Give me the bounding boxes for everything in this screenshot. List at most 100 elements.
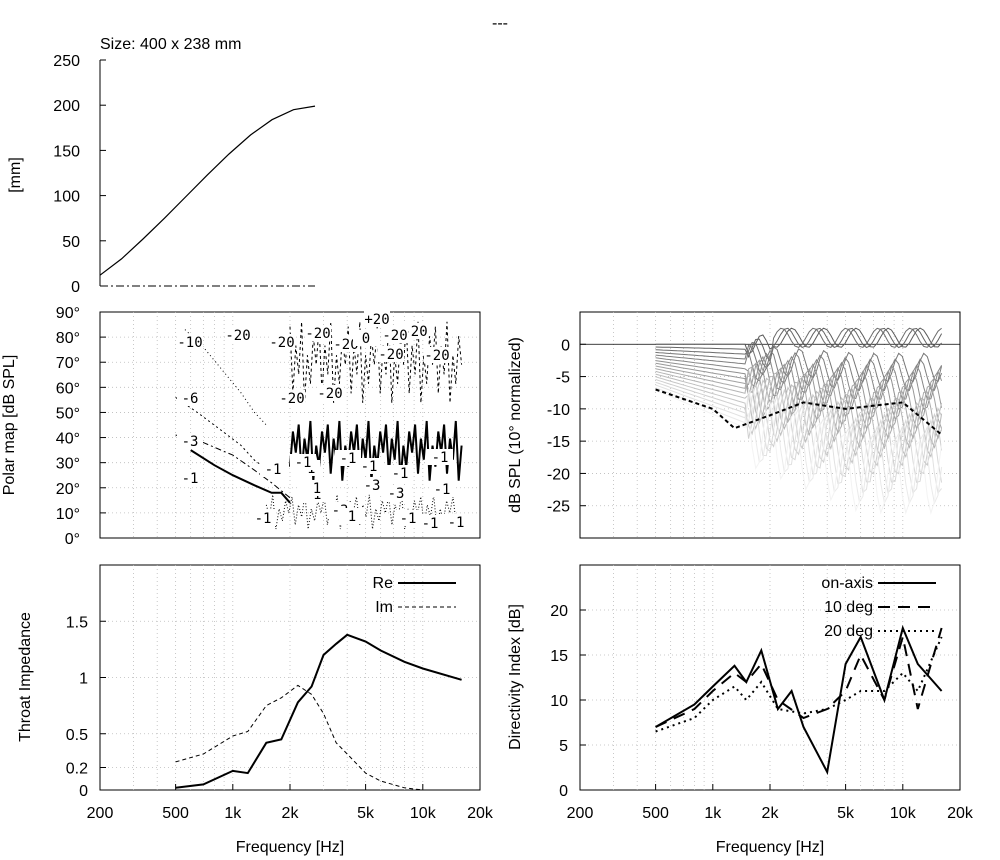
polar-contour-label-bg (387, 465, 413, 481)
polar-contour-label: -3 (388, 486, 405, 502)
spl-curve-10deg (655, 388, 943, 436)
impedance-curve-im (175, 684, 423, 791)
legend-20deg: 20 deg (824, 623, 873, 640)
polar-contour-label: -20 (225, 328, 250, 344)
spl-ytick-label: 0 (561, 337, 570, 354)
polar-contour-label: -1 (265, 462, 282, 478)
spl-curve (655, 362, 943, 430)
polar-contour (190, 449, 291, 504)
polar-contour-label-bg (339, 508, 365, 524)
di-curves (655, 624, 943, 776)
polar-contour-label: -20 (279, 391, 304, 407)
polar-contour-label-bg (335, 450, 361, 466)
polar-contour-label: -1 (434, 482, 451, 498)
spl-curves (655, 327, 943, 515)
impedance-panel: Throat Impedance Frequency [Hz] 0 0.2 0.5 1… (17, 564, 494, 856)
polar-contour-label-bg (305, 325, 331, 341)
di-legend: on-axis 10 deg 20 deg (821, 575, 936, 640)
di-ytick-label: 10 (550, 693, 568, 710)
polar-contour-label: -1 (182, 471, 199, 487)
polar-contour-label: -1 (295, 455, 312, 471)
polar-ytick-label: 20° (56, 481, 80, 498)
polar-contour-label-bg (353, 330, 379, 346)
di-ylabel: Directivity Index [dB] (507, 604, 524, 750)
impedance-xtick-label: 200 (87, 805, 114, 822)
profile-ylabel: [mm] (7, 157, 24, 193)
polar-contour-label: -6 (182, 391, 199, 407)
polar-contour-label: 1 (348, 509, 356, 525)
profile-ytick-label: 250 (53, 53, 80, 70)
polar-contour-label: -20 (333, 337, 358, 353)
polar-ytick-label: 70° (56, 355, 80, 372)
profile-ytick-label: 150 (53, 143, 80, 160)
polar-ylabel: Polar map [dB SPL] (1, 355, 18, 496)
spl-curve (655, 344, 943, 383)
polar-contour-label-bg (424, 347, 450, 363)
spl-ytick-label: -20 (547, 466, 570, 483)
di-yticks: 0 5 10 15 20 (550, 603, 586, 800)
impedance-ytick-label: 0.5 (66, 727, 88, 744)
polar-contour-label: -20 (269, 335, 294, 351)
polar-contour-label: -3 (182, 434, 199, 450)
impedance-ytick-label: 0 (79, 783, 88, 800)
polar-contour-label-bg (427, 449, 453, 465)
polar-contour-label-bg (250, 510, 276, 526)
polar-contour-label-bg (395, 510, 421, 526)
spl-ylabel: dB SPL (10° normalized) (507, 337, 524, 513)
spl-curve (655, 327, 942, 355)
di-xlabel: Frequency [Hz] (716, 839, 824, 856)
polar-contour-label: +20 (364, 312, 389, 328)
profile-curve (99, 105, 316, 276)
polar-contour-label-bg (382, 327, 408, 343)
polar-ytick-label: 80° (56, 330, 80, 347)
impedance-curves (175, 633, 462, 791)
impedance-xtick-label: 1k (224, 805, 242, 822)
polar-contour-label-bg (177, 334, 203, 350)
polar-contour-label: -20 (378, 347, 403, 363)
di-xtick-label: 10k (890, 805, 917, 822)
polar-contour-label: -1 (448, 515, 465, 531)
impedance-xlabel: Frequency [Hz] (236, 839, 344, 856)
polar-contour-label-bg (225, 327, 251, 343)
di-ytick-label: 20 (550, 603, 568, 620)
di-xtick-label: 200 (567, 805, 594, 822)
di-curve-on-axis (655, 624, 943, 776)
spl-panel: dB SPL (10° normalized) -25 -20 -15 -10 -5 0 (507, 311, 961, 539)
profile-ytick-label: 100 (53, 189, 80, 206)
impedance-yticks: 0 0.2 0.5 1 1.5 (66, 614, 106, 800)
impedance-curve-re (175, 633, 462, 789)
polar-contour-label-bg (290, 454, 316, 470)
polar-contour-label-bg (279, 390, 305, 406)
polar-contour-label-bg (333, 336, 359, 352)
polar-contour-label: -20 (424, 348, 449, 364)
impedance-xtick-label: 20k (467, 805, 494, 822)
polar-contour-label-bg (364, 311, 390, 327)
impedance-ytick-label: 1 (79, 671, 88, 688)
impedance-ylabel: Throat Impedance (17, 612, 34, 742)
impedance-xtick-label: 500 (162, 805, 189, 822)
di-xtick-label: 20k (947, 805, 974, 822)
impedance-xticks: 200 500 1k 2k 5k 10k 20k (87, 784, 494, 822)
polar-contour-label-bg (269, 334, 295, 350)
polar-panel: Polar map [dB SPL] 0° 10° 20° 30° 40° 50° 60° 7… (1, 305, 481, 548)
figure-title: --- (492, 15, 508, 32)
polar-ytick-label: 30° (56, 456, 80, 473)
polar-yticks: 0° 10° 20° 30° 40° 50° 60° 70° 80° 90° (56, 305, 106, 548)
polar-contour-label: -1 (255, 511, 272, 527)
di-panel: Directivity Index [dB] Frequency [Hz] 0 5… (507, 564, 974, 856)
polar-contour-label: -1 (422, 516, 439, 532)
polar-contour-label: -1 (432, 450, 449, 466)
spl-ytick-label: -25 (547, 499, 570, 516)
polar-contour-label-bg (359, 477, 385, 493)
polar-contour-label-bg (443, 514, 469, 530)
spl-curve (655, 384, 942, 495)
spl-ytick-label: -5 (556, 370, 570, 387)
polar-ytick-label: 10° (56, 506, 80, 523)
polar-contour-label: -3 (364, 478, 381, 494)
polar-contour-label-bg (378, 346, 404, 362)
profile-panel: Size: 400 x 238 mm [mm] 0 50 100 150 200 250 (7, 36, 316, 296)
polar-contour-label: -1 (400, 511, 417, 527)
polar-ytick-label: 90° (56, 305, 80, 322)
di-curve-20deg (655, 636, 943, 733)
polar-contour-label: -20 (382, 328, 407, 344)
